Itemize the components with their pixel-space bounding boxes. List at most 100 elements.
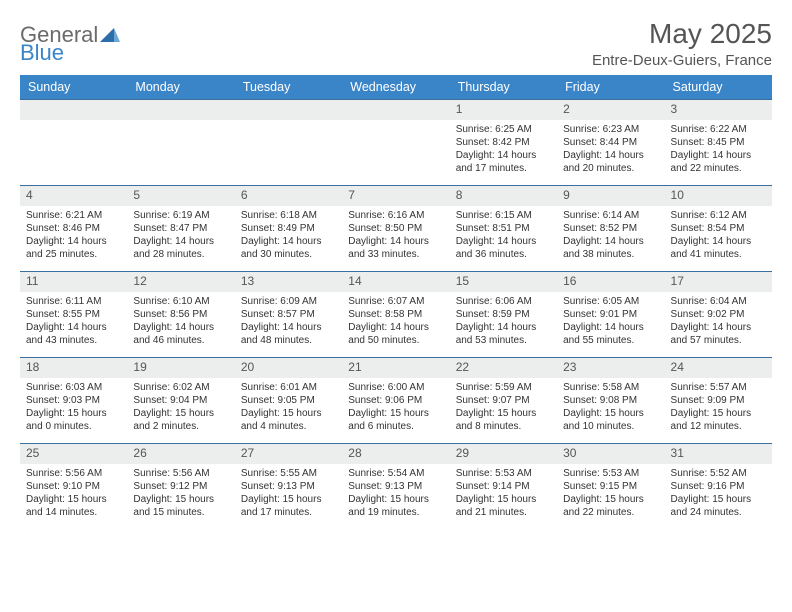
- sunset: Sunset: 8:47 PM: [133, 222, 228, 235]
- daylight: Daylight: 14 hours and 28 minutes.: [133, 235, 228, 261]
- sunset: Sunset: 9:08 PM: [563, 394, 658, 407]
- daylight: Daylight: 15 hours and 21 minutes.: [456, 493, 551, 519]
- day-number: 31: [665, 444, 772, 464]
- day-10: 10Sunrise: 6:12 AMSunset: 8:54 PMDayligh…: [665, 186, 772, 271]
- week-row: 18Sunrise: 6:03 AMSunset: 9:03 PMDayligh…: [20, 357, 772, 443]
- daylight: Daylight: 15 hours and 14 minutes.: [26, 493, 121, 519]
- sunset: Sunset: 8:54 PM: [671, 222, 766, 235]
- sunrise: Sunrise: 6:18 AM: [241, 209, 336, 222]
- daylight: Daylight: 15 hours and 22 minutes.: [563, 493, 658, 519]
- daylight: Daylight: 15 hours and 0 minutes.: [26, 407, 121, 433]
- day-empty: [20, 100, 127, 185]
- dow-friday: Friday: [557, 75, 664, 99]
- sunset: Sunset: 8:42 PM: [456, 136, 551, 149]
- day-4: 4Sunrise: 6:21 AMSunset: 8:46 PMDaylight…: [20, 186, 127, 271]
- day-body: Sunrise: 6:03 AMSunset: 9:03 PMDaylight:…: [20, 378, 127, 437]
- sunrise: Sunrise: 6:14 AM: [563, 209, 658, 222]
- title-block: May 2025 Entre-Deux-Guiers, France: [592, 18, 772, 69]
- sunrise: Sunrise: 6:05 AM: [563, 295, 658, 308]
- sunrise: Sunrise: 6:02 AM: [133, 381, 228, 394]
- daylight: Daylight: 15 hours and 2 minutes.: [133, 407, 228, 433]
- day-9: 9Sunrise: 6:14 AMSunset: 8:52 PMDaylight…: [557, 186, 664, 271]
- day-25: 25Sunrise: 5:56 AMSunset: 9:10 PMDayligh…: [20, 444, 127, 529]
- day-body: Sunrise: 6:07 AMSunset: 8:58 PMDaylight:…: [342, 292, 449, 351]
- day-body: Sunrise: 6:18 AMSunset: 8:49 PMDaylight:…: [235, 206, 342, 265]
- day-26: 26Sunrise: 5:56 AMSunset: 9:12 PMDayligh…: [127, 444, 234, 529]
- daylight: Daylight: 14 hours and 25 minutes.: [26, 235, 121, 261]
- daylight: Daylight: 14 hours and 53 minutes.: [456, 321, 551, 347]
- sunrise: Sunrise: 6:03 AM: [26, 381, 121, 394]
- dow-thursday: Thursday: [450, 75, 557, 99]
- sunrise: Sunrise: 6:06 AM: [456, 295, 551, 308]
- day-5: 5Sunrise: 6:19 AMSunset: 8:47 PMDaylight…: [127, 186, 234, 271]
- sunrise: Sunrise: 6:16 AM: [348, 209, 443, 222]
- daylight: Daylight: 15 hours and 4 minutes.: [241, 407, 336, 433]
- day-body: Sunrise: 6:25 AMSunset: 8:42 PMDaylight:…: [450, 120, 557, 179]
- daylight: Daylight: 14 hours and 17 minutes.: [456, 149, 551, 175]
- day-number: 27: [235, 444, 342, 464]
- sunrise: Sunrise: 6:25 AM: [456, 123, 551, 136]
- sunset: Sunset: 9:01 PM: [563, 308, 658, 321]
- daylight: Daylight: 14 hours and 48 minutes.: [241, 321, 336, 347]
- day-number: 17: [665, 272, 772, 292]
- daylight: Daylight: 15 hours and 19 minutes.: [348, 493, 443, 519]
- sunset: Sunset: 8:52 PM: [563, 222, 658, 235]
- location: Entre-Deux-Guiers, France: [592, 52, 772, 69]
- day-number: [127, 100, 234, 120]
- day-body: Sunrise: 5:59 AMSunset: 9:07 PMDaylight:…: [450, 378, 557, 437]
- daylight: Daylight: 15 hours and 24 minutes.: [671, 493, 766, 519]
- day-body: Sunrise: 6:02 AMSunset: 9:04 PMDaylight:…: [127, 378, 234, 437]
- sunset: Sunset: 9:07 PM: [456, 394, 551, 407]
- daylight: Daylight: 14 hours and 43 minutes.: [26, 321, 121, 347]
- sunrise: Sunrise: 6:21 AM: [26, 209, 121, 222]
- day-number: 30: [557, 444, 664, 464]
- sunset: Sunset: 8:56 PM: [133, 308, 228, 321]
- day-13: 13Sunrise: 6:09 AMSunset: 8:57 PMDayligh…: [235, 272, 342, 357]
- day-20: 20Sunrise: 6:01 AMSunset: 9:05 PMDayligh…: [235, 358, 342, 443]
- sunset: Sunset: 8:45 PM: [671, 136, 766, 149]
- day-22: 22Sunrise: 5:59 AMSunset: 9:07 PMDayligh…: [450, 358, 557, 443]
- daylight: Daylight: 15 hours and 15 minutes.: [133, 493, 228, 519]
- days-of-week-row: SundayMondayTuesdayWednesdayThursdayFrid…: [20, 75, 772, 99]
- day-number: [235, 100, 342, 120]
- sunset: Sunset: 9:14 PM: [456, 480, 551, 493]
- sunset: Sunset: 9:03 PM: [26, 394, 121, 407]
- day-number: 7: [342, 186, 449, 206]
- sunrise: Sunrise: 6:12 AM: [671, 209, 766, 222]
- daylight: Daylight: 14 hours and 33 minutes.: [348, 235, 443, 261]
- daylight: Daylight: 14 hours and 38 minutes.: [563, 235, 658, 261]
- sunrise: Sunrise: 6:09 AM: [241, 295, 336, 308]
- week-row: 25Sunrise: 5:56 AMSunset: 9:10 PMDayligh…: [20, 443, 772, 529]
- day-empty: [127, 100, 234, 185]
- calendar: SundayMondayTuesdayWednesdayThursdayFrid…: [20, 75, 772, 529]
- week-row: 4Sunrise: 6:21 AMSunset: 8:46 PMDaylight…: [20, 185, 772, 271]
- day-1: 1Sunrise: 6:25 AMSunset: 8:42 PMDaylight…: [450, 100, 557, 185]
- day-body: Sunrise: 5:53 AMSunset: 9:15 PMDaylight:…: [557, 464, 664, 523]
- day-8: 8Sunrise: 6:15 AMSunset: 8:51 PMDaylight…: [450, 186, 557, 271]
- day-body: Sunrise: 5:55 AMSunset: 9:13 PMDaylight:…: [235, 464, 342, 523]
- sunrise: Sunrise: 5:53 AM: [563, 467, 658, 480]
- day-number: 19: [127, 358, 234, 378]
- sunrise: Sunrise: 5:52 AM: [671, 467, 766, 480]
- day-number: 23: [557, 358, 664, 378]
- day-18: 18Sunrise: 6:03 AMSunset: 9:03 PMDayligh…: [20, 358, 127, 443]
- day-body: Sunrise: 6:23 AMSunset: 8:44 PMDaylight:…: [557, 120, 664, 179]
- logo: GeneralBlue: [20, 18, 120, 64]
- dow-saturday: Saturday: [665, 75, 772, 99]
- sunrise: Sunrise: 6:19 AM: [133, 209, 228, 222]
- day-body: Sunrise: 6:11 AMSunset: 8:55 PMDaylight:…: [20, 292, 127, 351]
- day-empty: [342, 100, 449, 185]
- logo-sail-icon: [100, 24, 120, 40]
- day-15: 15Sunrise: 6:06 AMSunset: 8:59 PMDayligh…: [450, 272, 557, 357]
- daylight: Daylight: 15 hours and 10 minutes.: [563, 407, 658, 433]
- day-body: Sunrise: 5:57 AMSunset: 9:09 PMDaylight:…: [665, 378, 772, 437]
- day-body: Sunrise: 6:21 AMSunset: 8:46 PMDaylight:…: [20, 206, 127, 265]
- day-number: 21: [342, 358, 449, 378]
- day-number: 8: [450, 186, 557, 206]
- day-21: 21Sunrise: 6:00 AMSunset: 9:06 PMDayligh…: [342, 358, 449, 443]
- day-body: Sunrise: 5:56 AMSunset: 9:12 PMDaylight:…: [127, 464, 234, 523]
- sunrise: Sunrise: 6:11 AM: [26, 295, 121, 308]
- daylight: Daylight: 14 hours and 46 minutes.: [133, 321, 228, 347]
- daylight: Daylight: 14 hours and 30 minutes.: [241, 235, 336, 261]
- dow-tuesday: Tuesday: [235, 75, 342, 99]
